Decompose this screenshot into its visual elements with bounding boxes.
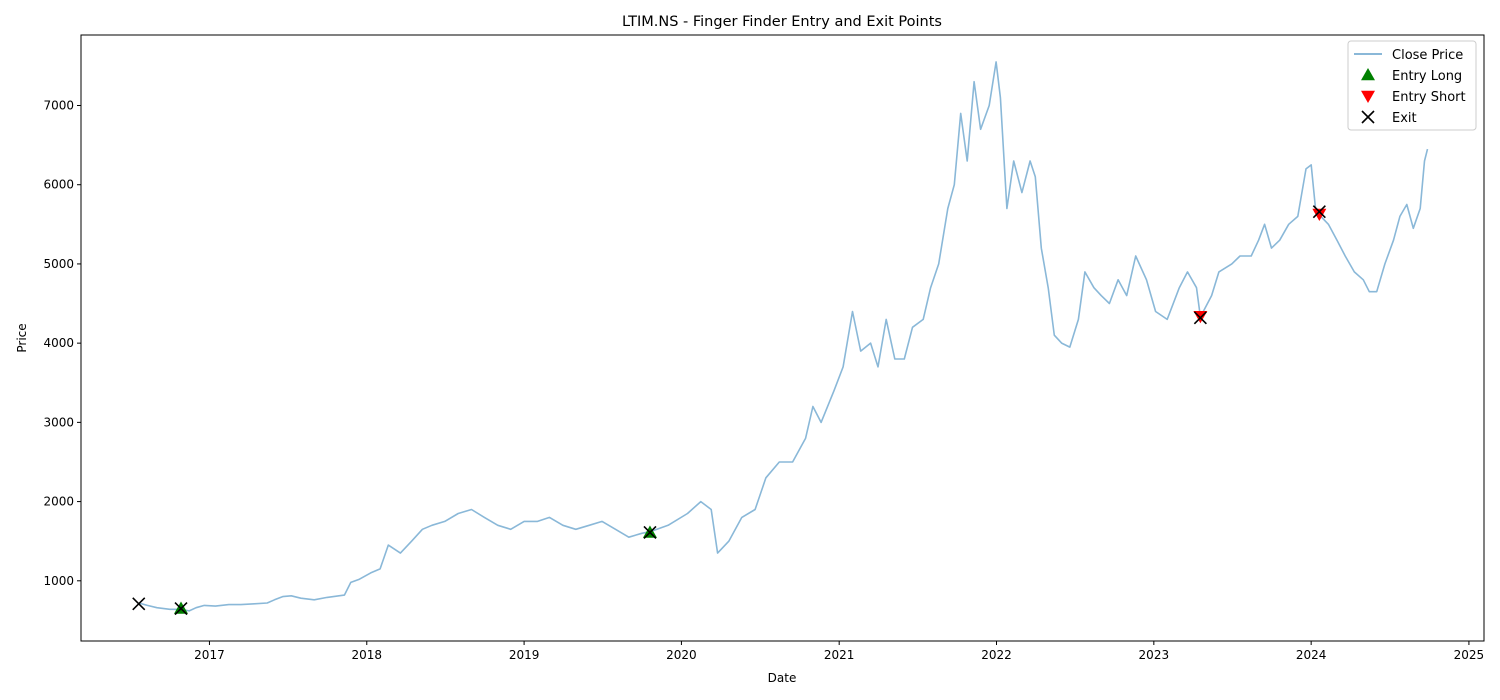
y-tick-label: 3000: [43, 415, 74, 429]
y-tick-label: 6000: [43, 178, 74, 192]
legend-box: [1347, 40, 1477, 131]
x-tick-label: 2025: [1454, 648, 1485, 662]
x-tick-label: 2020: [666, 648, 697, 662]
chart-title: LTIM.NS - Finger Finder Entry and Exit P…: [622, 14, 942, 30]
legend-label-exit: Exit: [1392, 111, 1417, 126]
exit-marker: [643, 525, 657, 540]
exit-marker: [1312, 205, 1326, 219]
y-tick-label: 5000: [43, 257, 74, 271]
x-tick-label: 2021: [824, 648, 855, 662]
x-tick-label: 2019: [509, 648, 540, 662]
x-tick-label: 2017: [194, 648, 225, 662]
legend-label-entry-long: Entry Long: [1392, 69, 1462, 84]
exit-marker: [132, 597, 146, 611]
y-axis: 1000 2000 3000 4000 5000 6000 7000: [43, 99, 81, 588]
x-axis: 2017 2018 2019 2020 2021 2022 2023 2024 2025: [194, 641, 1484, 662]
x-axis-label: Date: [768, 671, 797, 685]
legend-label-close-price: Close Price: [1392, 48, 1463, 63]
plot-area: [132, 61, 1429, 616]
exit-marker: [1193, 311, 1207, 325]
y-tick-label: 2000: [43, 495, 74, 509]
axes-frame: [80, 34, 1485, 642]
legend-label-entry-short: Entry Short: [1392, 90, 1466, 105]
entry-short-marker: [1312, 208, 1327, 222]
legend-swatch-entry-short: [1361, 90, 1375, 103]
y-tick-label: 7000: [43, 99, 74, 113]
x-tick-label: 2018: [351, 648, 382, 662]
x-tick-label: 2022: [981, 648, 1012, 662]
y-tick-label: 4000: [43, 336, 74, 350]
exit-marker: [174, 601, 188, 616]
legend: Close Price Entry Long Entry Short Exit: [1347, 40, 1477, 131]
x-tick-label: 2024: [1296, 648, 1327, 662]
legend-swatch-exit: [1361, 110, 1375, 124]
close-price-line: [138, 61, 1429, 612]
y-tick-label: 1000: [43, 574, 74, 588]
y-axis-label: Price: [15, 323, 29, 352]
legend-swatch-entry-long: [1361, 68, 1375, 81]
x-tick-label: 2023: [1139, 648, 1170, 662]
